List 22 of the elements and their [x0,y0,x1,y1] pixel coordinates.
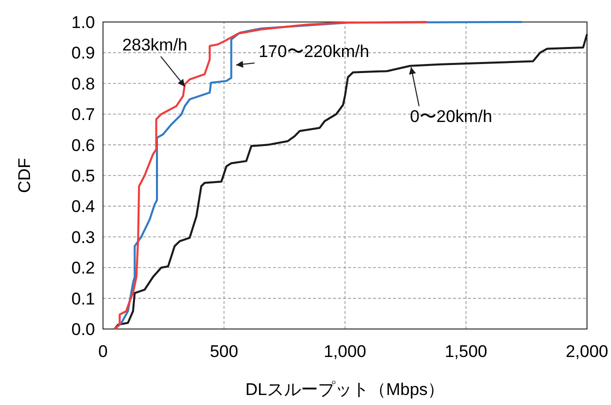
y-tick-label: 0.6 [71,136,95,155]
y-tick-label: 0.4 [71,197,95,216]
y-tick-label: 0.1 [71,289,95,308]
annotation: 0〜20km/h [410,107,492,126]
y-tick-label: 0.0 [71,320,95,339]
y-tick-label: 0.2 [71,258,95,278]
x-tick-label: 0 [98,342,108,361]
y-tick-label: 0.9 [71,44,95,63]
line-series [114,33,588,330]
y-axis-title: CDF [15,158,34,193]
x-tick-label: 2,000 [566,342,608,361]
x-axis-title: DLスループット（Mbps） [245,380,445,399]
annotation: 283km/h [122,35,188,54]
y-tick-label: 1.0 [71,13,95,32]
y-tick-label: 0.7 [71,105,95,124]
y-tick-label: 0.8 [71,74,95,94]
annotation: 170〜220km/h [258,42,370,61]
y-tick-label: 0.3 [71,228,95,247]
y-tick-label: 0.5 [71,166,95,186]
x-tick-label: 1,500 [444,342,488,361]
x-tick-label: 500 [210,342,238,361]
x-tick-label: 1,000 [324,342,366,361]
